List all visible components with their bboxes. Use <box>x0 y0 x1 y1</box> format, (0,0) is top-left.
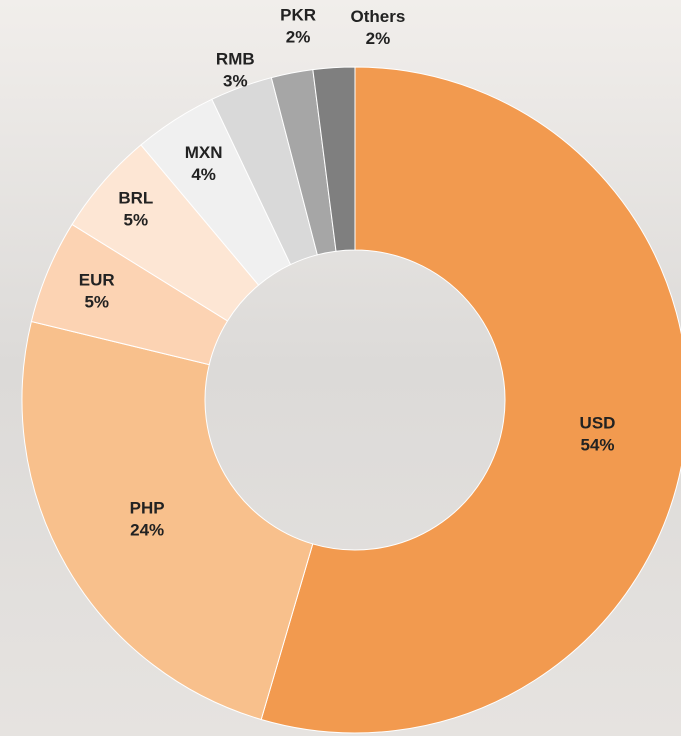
slice-label: Others <box>351 7 406 26</box>
slice-label: RMB <box>216 50 255 69</box>
slice-value-label: 4% <box>191 165 216 184</box>
donut-slice <box>260 66 681 734</box>
slice-label: PHP <box>130 498 165 517</box>
slice-label: USD <box>580 413 616 432</box>
slice-value-label: 54% <box>580 435 614 454</box>
slice-value-label: 24% <box>130 520 164 539</box>
slice-label: EUR <box>79 270 115 289</box>
slice-value-label: 5% <box>124 211 149 230</box>
slice-value-label: 5% <box>84 292 109 311</box>
slice-value-label: 2% <box>286 27 311 46</box>
slice-label: MXN <box>185 143 223 162</box>
slice-value-label: 3% <box>223 72 248 91</box>
slice-label: BRL <box>118 189 153 208</box>
slice-value-label: 2% <box>366 29 391 48</box>
donut-slice <box>312 66 356 252</box>
slice-label: PKR <box>280 5 316 24</box>
donut-slice <box>21 320 314 721</box>
